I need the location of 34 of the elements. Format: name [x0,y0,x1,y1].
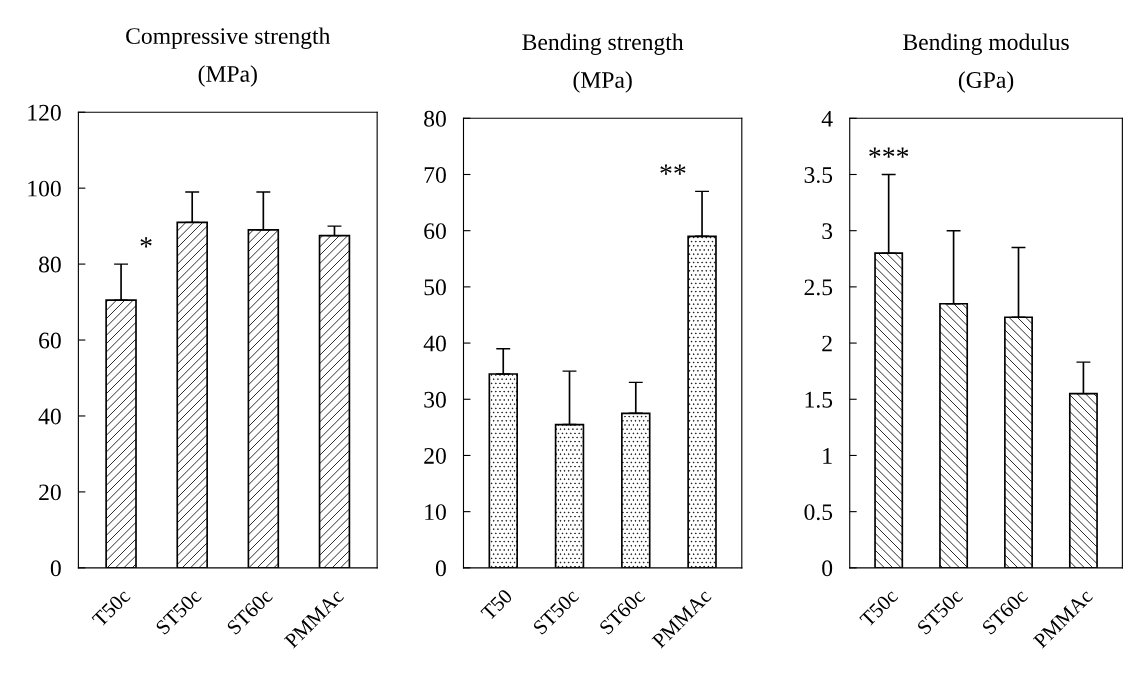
y-tick-label: 50 [424,279,446,296]
x-tick-label: T50c [859,588,899,628]
y-tick-label: 0.5 [804,504,833,521]
y-tick-label: 80 [424,110,446,127]
x-tick-label: T50 [480,588,514,622]
y-tick-label: 70 [424,166,446,183]
annotation: * [140,237,152,248]
y-tick-label: 4 [821,110,833,127]
y-tick-label: 1 [823,448,832,464]
y-tick-label: 1.5 [805,391,833,408]
chart-title: Compressive strength (MPa) [126,27,331,87]
chart-title: Bending modulus (GPa) [903,33,1069,93]
y-tick-label: 60 [424,223,446,240]
y-tick-label: 2 [822,335,832,352]
y-tick-label: 30 [424,391,446,408]
y-tick-label: 0 [435,560,446,577]
y-tick-label: 40 [38,408,61,425]
y-tick-label: 40 [423,335,446,352]
y-tick-label: 10 [425,504,446,521]
chart-title: Bending strength (MPa) [522,33,684,93]
y-tick-label: 3 [822,223,833,240]
y-tick-label: 60 [39,332,61,349]
annotation: *** [869,147,909,158]
y-tick-label: 0 [822,560,833,577]
y-tick-label: 20 [424,447,446,464]
y-tick-label: 2.5 [804,279,833,296]
y-tick-label: 0 [50,560,61,577]
annotation: ** [660,164,686,175]
y-tick-label: 120 [28,104,61,121]
y-tick-label: 100 [28,180,61,197]
x-tick-label: T50c [91,588,131,628]
y-tick-label: 3.5 [804,167,833,184]
y-tick-label: 80 [39,256,61,273]
y-tick-label: 20 [39,484,61,501]
